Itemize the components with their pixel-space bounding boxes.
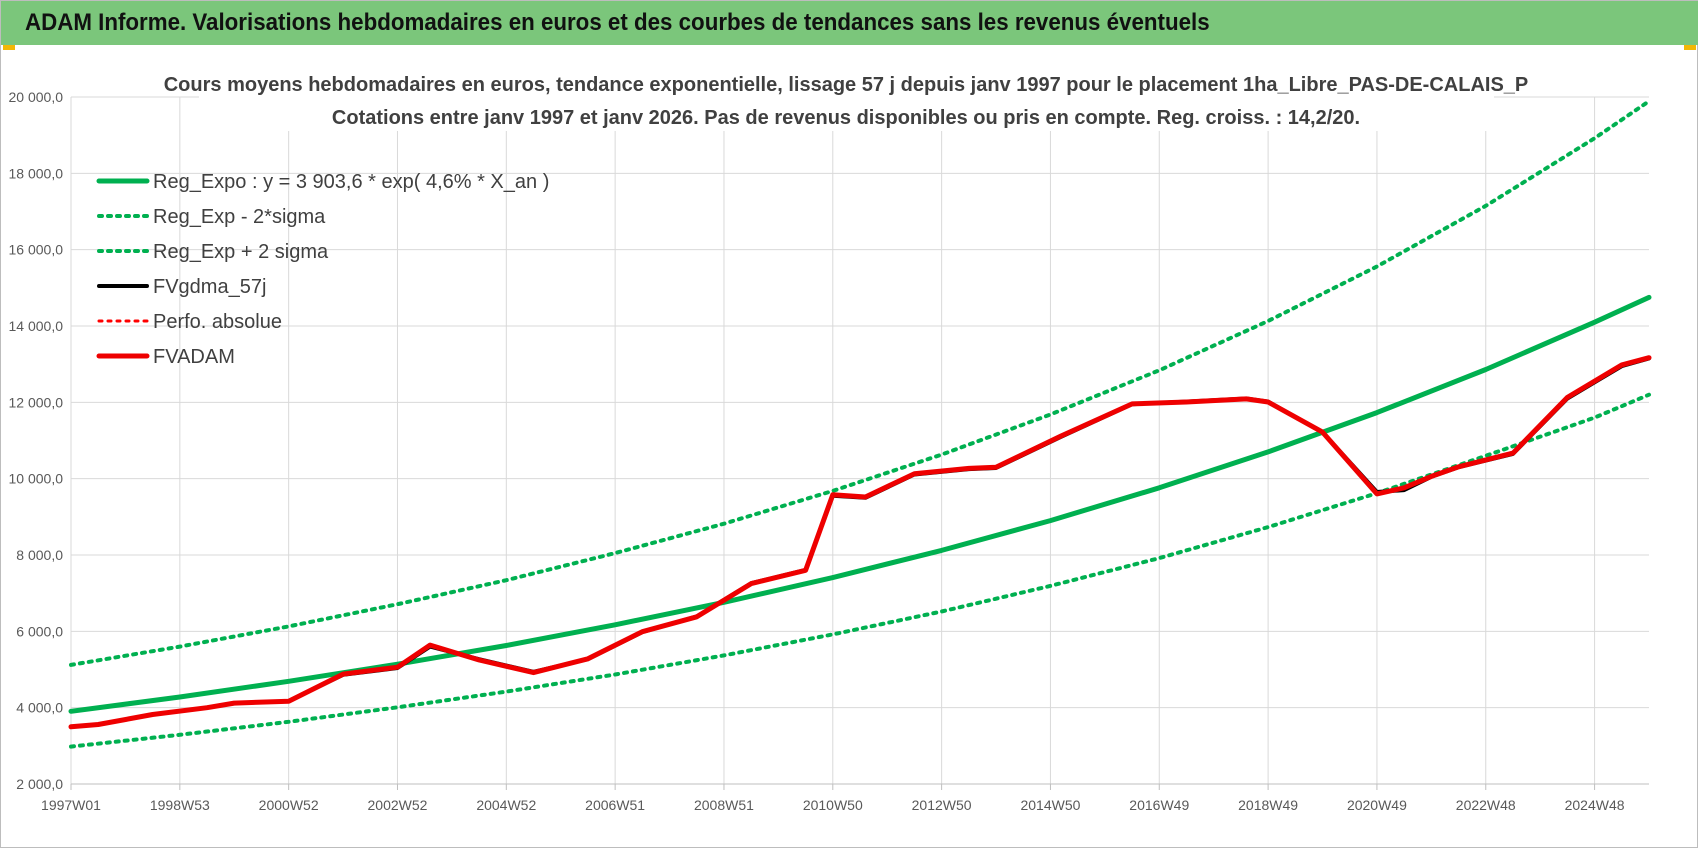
- corner-marker-top-left: [3, 45, 15, 50]
- chart-subtitle: Cotations entre janv 1997 et janv 2026. …: [332, 107, 1360, 129]
- x-tick-label: 2016W49: [1129, 797, 1189, 813]
- legend-label: Reg_Expo : y = 3 903,6 * exp( 4,6% * X_a…: [153, 171, 549, 193]
- x-tick-label: 2012W50: [912, 797, 972, 813]
- y-tick-label: 8 000,0: [16, 547, 63, 563]
- legend-label: FVADAM: [153, 346, 235, 368]
- series-line-5: [68, 355, 1652, 730]
- y-tick-label: 12 000,0: [9, 394, 64, 410]
- y-tick-label: 16 000,0: [9, 242, 64, 258]
- y-tick-label: 2 000,0: [16, 776, 63, 792]
- grid: [70, 96, 1649, 785]
- y-tick-label: 10 000,0: [9, 471, 64, 487]
- y-tick-label: 6 000,0: [16, 623, 63, 639]
- report-banner: ADAM Informe. Valorisations hebdomadaire…: [1, 1, 1698, 45]
- chart-title: Cours moyens hebdomadaires en euros, ten…: [164, 74, 1529, 96]
- y-tick-label: 18 000,0: [9, 165, 64, 181]
- legend-label: Reg_Exp - 2*sigma: [153, 206, 326, 228]
- legend-label: Reg_Exp + 2 sigma: [153, 241, 329, 263]
- x-tick-label: 2004W52: [476, 797, 536, 813]
- legend: Reg_Expo : y = 3 903,6 * exp( 4,6% * X_a…: [96, 171, 549, 368]
- series-line-0: [68, 294, 1652, 714]
- y-tick-label: 20 000,0: [9, 89, 64, 105]
- axes: 2 000,0 4 000,0 6 000,0 8 000,0 10 000,0 12 0…: [9, 89, 1649, 813]
- x-tick-label: 2018W49: [1238, 797, 1298, 813]
- x-tick-label: 2024W48: [1565, 797, 1625, 813]
- chart-titles: Cours moyens hebdomadaires en euros, ten…: [164, 63, 1529, 131]
- report-title: ADAM Informe. Valorisations hebdomadaire…: [25, 9, 1210, 36]
- series-lines: [68, 99, 1652, 749]
- x-tick-label: 2014W50: [1020, 797, 1080, 813]
- x-tick-label: 2008W51: [694, 797, 754, 813]
- series-line-3: [69, 356, 1651, 729]
- x-tick-label: 2000W52: [259, 797, 319, 813]
- x-tick-label: 2002W52: [368, 797, 428, 813]
- x-tick-label: 1997W01: [41, 797, 101, 813]
- y-tick-label: 4 000,0: [16, 700, 63, 716]
- x-tick-label: 1998W53: [150, 797, 210, 813]
- y-tick-label: 14 000,0: [9, 318, 64, 334]
- title-background: [199, 63, 1494, 131]
- series-line-2: [69, 99, 1651, 667]
- legend-label: FVgdma_57j: [153, 276, 266, 298]
- legend-label: Perfo. absolue: [153, 311, 282, 333]
- x-tick-label: 2006W51: [585, 797, 645, 813]
- corner-marker-top-right: [1684, 45, 1696, 50]
- x-tick-label: 2010W50: [803, 797, 863, 813]
- x-tick-label: 2020W49: [1347, 797, 1407, 813]
- x-tick-label: 2022W48: [1456, 797, 1516, 813]
